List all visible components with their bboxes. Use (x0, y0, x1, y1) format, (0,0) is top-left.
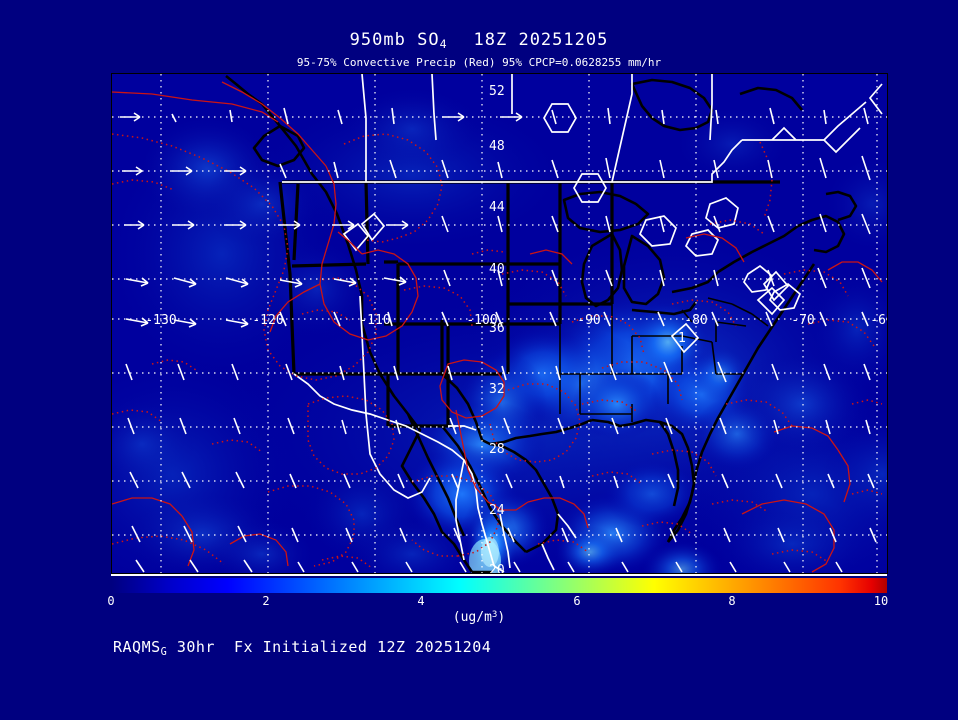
longitude-tick-labels: -130 -120 -110 -100 -90 -80 -70 -60 (145, 313, 887, 328)
lat-label-40: 40 (489, 262, 505, 277)
latitude-tick-labels: 52 48 44 40 36 32 28 24 20 (489, 84, 505, 573)
footer-model: RAQMS (113, 638, 161, 656)
units-exponent: 3 (491, 610, 498, 620)
convective-precip-dotted-overlay (112, 133, 883, 569)
colorbar-units: (ug/m3) (0, 610, 958, 625)
units-suffix: ) (497, 610, 506, 626)
title-species-subscript: 4 (439, 37, 448, 52)
colorbar-tick-0: 0 (107, 594, 115, 608)
lon-label-90: -90 (577, 313, 600, 328)
contour-label-1: 1 (678, 331, 686, 346)
lat-label-44: 44 (489, 200, 505, 215)
units-prefix: (ug/m (452, 610, 492, 626)
colorbar (111, 578, 887, 593)
coastline-overlay (225, 74, 858, 573)
lon-label-130: -130 (145, 313, 176, 328)
lat-label-52: 52 (489, 84, 505, 99)
colorbar-tick-4: 4 (417, 594, 425, 608)
title-level: 950mb (349, 30, 406, 50)
lat-label-28: 28 (489, 442, 505, 457)
lon-label-100: -100 (466, 313, 497, 328)
wind-vector-overlay (120, 107, 877, 573)
footer-text: 30hr Fx Initialized 12Z 20251204 (167, 638, 492, 656)
lat-label-48: 48 (489, 139, 505, 154)
colorbar-top-rule (111, 574, 887, 576)
colorbar-tick-6: 6 (573, 594, 581, 608)
colorbar-tick-8: 8 (728, 594, 736, 608)
colorbar-tick-10: 10 (873, 594, 889, 608)
lon-label-110: -110 (359, 313, 390, 328)
title-valid-time: 18Z 20251205 (473, 30, 609, 50)
footer-model-subscript: G (160, 646, 168, 658)
title-species: SO (417, 30, 440, 50)
map-svg: 52 48 44 40 36 32 28 24 20 -130 -120 -11… (112, 74, 887, 573)
lat-label-20: 20 (489, 563, 505, 573)
lat-label-24: 24 (489, 503, 505, 518)
lon-label-120: -120 (252, 313, 283, 328)
lon-label-80: -80 (684, 313, 707, 328)
model-footer: RAQMSG 30hr Fx Initialized 12Z 20251204 (113, 638, 491, 658)
lat-label-32: 32 (489, 382, 505, 397)
lon-label-60: -60 (870, 313, 887, 328)
lon-label-70: -70 (791, 313, 814, 328)
colorbar-tick-2: 2 (262, 594, 270, 608)
page-title: 950mb SO4 18Z 20251205 (0, 30, 958, 51)
lat-label-36: 36 (489, 321, 505, 336)
page-subtitle: 95-75% Convective Precip (Red) 95% CPCP=… (296, 56, 662, 69)
map-panel[interactable]: 52 48 44 40 36 32 28 24 20 -130 -120 -11… (111, 73, 888, 574)
